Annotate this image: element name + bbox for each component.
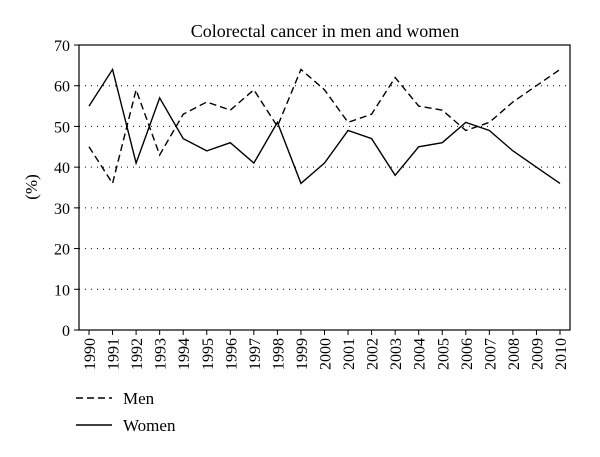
x-tick-label: 1996 [223,338,240,370]
x-tick-label: 1995 [200,338,217,370]
x-tick-label: 2005 [435,338,452,370]
y-tick-label: 70 [54,38,70,55]
y-tick-label: 0 [62,323,70,340]
chart-title: Colorectal cancer in men and women [191,21,459,41]
legend-label-men: Men [123,389,155,408]
y-tick-label: 40 [54,160,70,177]
x-tick-label: 1991 [106,338,123,370]
x-tick-label: 2010 [553,338,570,370]
x-tick-label: 2003 [388,338,405,370]
y-tick-label: 30 [54,201,70,218]
series-line-women [88,67,561,185]
x-tick-label: 1990 [82,338,99,370]
x-tick-label: 2002 [365,338,382,370]
series-layer [88,67,561,186]
x-tick-label: 1997 [247,338,264,370]
y-tick-label: 60 [54,79,70,96]
legend-label-women: Women [123,416,176,435]
x-tick-label: 1998 [270,338,287,370]
x-axis: 1990 1991 1992 1993 1994 1995 1996 1997 1998 1999… [82,330,570,370]
x-tick-label: 2000 [318,338,335,370]
y-axis: 0 10 20 30 40 50 60 70 [54,38,79,340]
x-tick-label: 2004 [412,338,429,370]
x-tick-label: 2009 [529,338,546,370]
x-tick-label: 1994 [176,338,193,370]
y-tick-label: 50 [54,119,70,136]
x-tick-label: 2006 [459,338,476,370]
legend: Men Women [76,389,176,435]
x-tick-label: 1999 [294,338,311,370]
plot-frame [78,44,571,331]
series-line-men [88,68,561,186]
x-tick-label: 2008 [506,338,523,370]
y-tick-label: 20 [54,242,70,259]
x-tick-label: 1992 [129,338,146,370]
x-tick-label: 2007 [482,338,499,370]
y-axis-title: (%) [22,174,41,199]
y-tick-label: 10 [54,282,70,299]
x-tick-label: 1993 [153,338,170,370]
x-tick-label: 2001 [341,338,358,370]
